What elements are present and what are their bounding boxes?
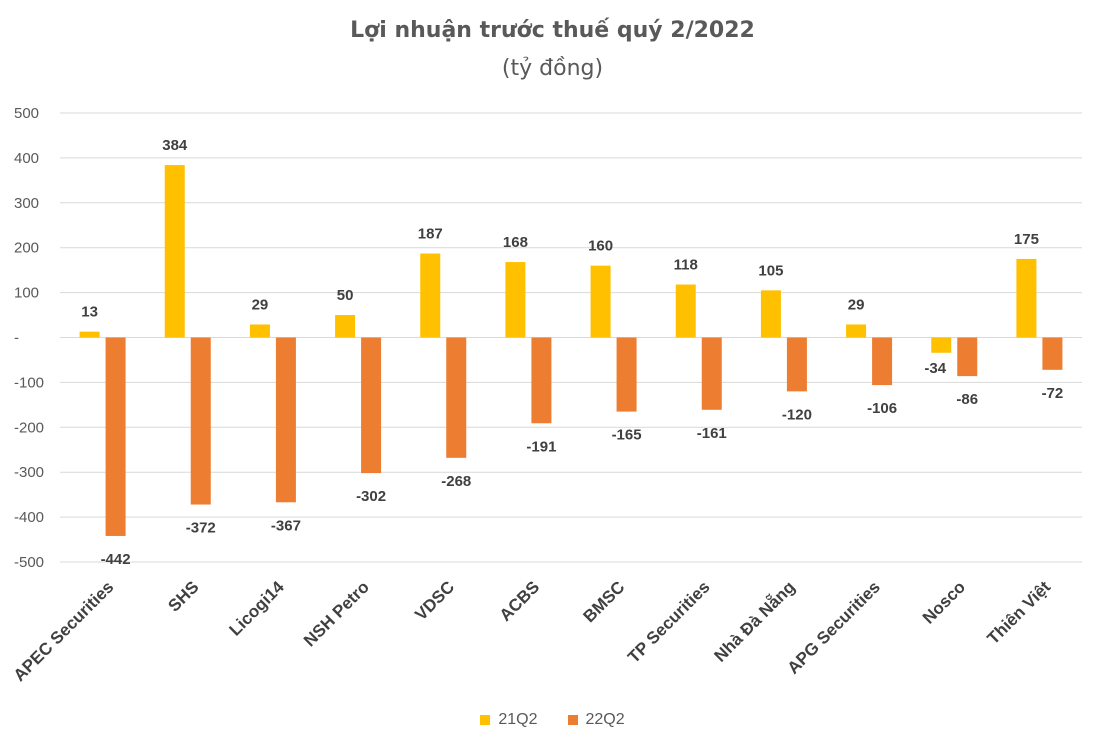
y-tick-label: 200 xyxy=(14,240,39,257)
x-tick-label: Nosco xyxy=(919,577,969,627)
y-tick-label: -400 xyxy=(14,509,44,526)
x-tick-label: TP Securities xyxy=(624,577,713,666)
bar-22q2-7 xyxy=(616,337,637,412)
x-tick-label: NSH Petro xyxy=(300,577,373,650)
data-label-22q2-10: -106 xyxy=(867,400,897,417)
data-label-21q2-7: 160 xyxy=(588,238,613,255)
bar-21q2-11 xyxy=(931,337,952,353)
legend-item-22q2: 22Q2 xyxy=(567,711,625,729)
bar-21q2-9 xyxy=(760,290,781,338)
legend-item-21q2: 21Q2 xyxy=(480,711,538,729)
data-label-21q2-8: 118 xyxy=(674,257,698,274)
data-label-21q2-2: 384 xyxy=(162,137,188,154)
bar-22q2-4 xyxy=(361,337,382,474)
data-label-22q2-7: -165 xyxy=(612,427,642,444)
data-label-22q2-5: -268 xyxy=(441,473,471,490)
y-tick-label: -300 xyxy=(14,464,44,481)
x-tick-label: Thiên Việt xyxy=(984,577,1055,648)
legend-swatch-21q2 xyxy=(480,715,491,725)
data-label-21q2-12: 175 xyxy=(1014,231,1039,248)
bar-22q2-8 xyxy=(701,337,722,410)
data-label-22q2-4: -302 xyxy=(356,488,386,505)
data-label-22q2-11: -86 xyxy=(956,391,978,408)
bar-22q2-5 xyxy=(446,337,467,458)
y-tick-label: -100 xyxy=(14,374,44,391)
x-tick-label: Licogi14 xyxy=(226,577,289,640)
bar-22q2-1 xyxy=(105,337,126,536)
data-label-22q2-1: -442 xyxy=(101,551,131,568)
legend-label-22q2: 22Q2 xyxy=(585,711,625,728)
data-label-21q2-11: -34 xyxy=(924,360,946,377)
y-tick-label: -200 xyxy=(14,419,44,436)
x-tick-label: BMSC xyxy=(580,577,629,626)
data-label-21q2-9: 105 xyxy=(758,262,783,279)
bar-21q2-7 xyxy=(590,265,611,338)
data-label-21q2-4: 50 xyxy=(337,287,354,304)
data-label-21q2-1: 13 xyxy=(81,304,98,321)
x-tick-label: ACBS xyxy=(496,577,543,624)
x-tick-label: APEC Securities xyxy=(10,577,118,685)
bar-21q2-4 xyxy=(335,315,356,338)
y-tick-label: 400 xyxy=(14,150,39,167)
bar-22q2-10 xyxy=(872,337,893,386)
bar-22q2-2 xyxy=(190,337,211,505)
legend-swatch-22q2 xyxy=(567,715,578,725)
data-label-22q2-6: -191 xyxy=(526,438,556,455)
data-label-21q2-3: 29 xyxy=(252,296,269,313)
bar-21q2-6 xyxy=(505,262,526,338)
bar-21q2-10 xyxy=(846,324,867,338)
x-tick-label: VDSC xyxy=(411,577,458,624)
bar-22q2-3 xyxy=(275,337,296,503)
data-label-21q2-10: 29 xyxy=(848,296,865,313)
bar-21q2-3 xyxy=(249,324,270,338)
data-label-21q2-5: 187 xyxy=(418,226,443,243)
bar-22q2-6 xyxy=(531,337,552,424)
bar-22q2-12 xyxy=(1042,337,1063,370)
data-label-22q2-3: -367 xyxy=(271,517,301,534)
bar-21q2-2 xyxy=(164,165,185,338)
chart-legend: 21Q2 22Q2 xyxy=(0,711,1105,729)
data-label-22q2-2: -372 xyxy=(186,520,216,537)
x-tick-label: APG Securities xyxy=(784,577,884,677)
data-label-22q2-8: -161 xyxy=(697,425,727,442)
x-tick-label: SHS xyxy=(164,577,202,615)
x-tick-label: Nhà Đà Nẵng xyxy=(710,577,799,666)
data-label-21q2-6: 168 xyxy=(503,234,528,251)
chart-subtitle: (tỷ đồng) xyxy=(501,56,604,81)
bar-21q2-8 xyxy=(675,284,696,338)
data-label-22q2-12: -72 xyxy=(1042,385,1064,402)
y-tick-label: - xyxy=(14,330,19,347)
y-tick-label: 300 xyxy=(14,195,39,212)
y-tick-label: 500 xyxy=(14,105,39,122)
bar-22q2-9 xyxy=(786,337,807,392)
y-tick-label: 100 xyxy=(14,285,39,302)
chart-title: Lợi nhuận trước thuế quý 2/2022 xyxy=(350,18,755,43)
legend-label-21q2: 21Q2 xyxy=(498,711,538,728)
bar-21q2-5 xyxy=(420,253,441,338)
y-tick-label: -500 xyxy=(14,554,44,571)
data-label-22q2-9: -120 xyxy=(782,406,812,423)
bar-21q2-1 xyxy=(79,331,100,338)
bar-22q2-11 xyxy=(957,337,978,377)
bar-21q2-12 xyxy=(1016,258,1037,338)
